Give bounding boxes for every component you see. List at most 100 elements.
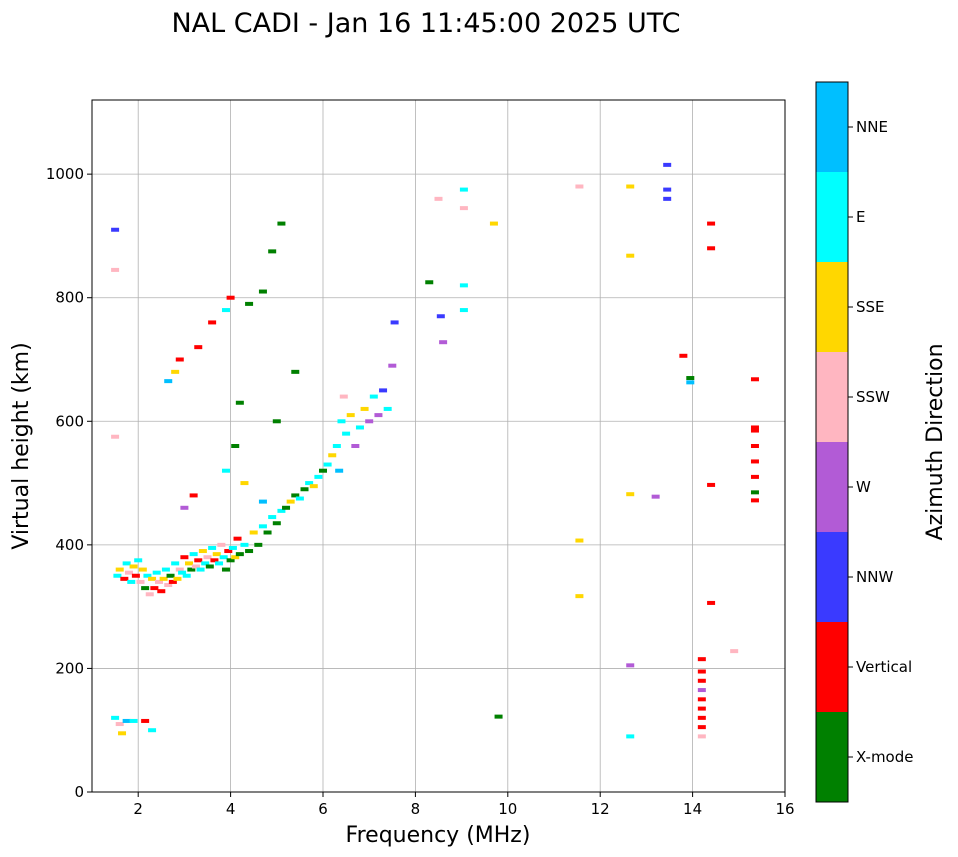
data-point [134, 558, 143, 563]
data-point [221, 308, 230, 313]
data-point [182, 573, 191, 578]
data-point [459, 206, 468, 211]
data-point [180, 555, 189, 560]
data-point [750, 474, 759, 479]
data-point [459, 283, 468, 288]
data-point [439, 340, 448, 345]
data-point [337, 419, 346, 424]
x-tick-label: 8 [411, 800, 421, 818]
data-point [697, 697, 706, 702]
data-point [226, 558, 235, 563]
data-point [221, 567, 230, 572]
data-point [258, 524, 267, 529]
data-point [245, 549, 254, 554]
data-point [663, 187, 672, 192]
plot-area [92, 100, 785, 792]
y-tick-label: 800 [55, 289, 84, 307]
data-point [187, 567, 196, 572]
data-point [707, 482, 716, 487]
data-point [166, 573, 175, 578]
data-point [388, 363, 397, 368]
data-point [268, 249, 277, 254]
data-point [164, 379, 173, 384]
data-point [626, 184, 635, 189]
data-point [459, 308, 468, 313]
data-point [750, 490, 759, 495]
colorbar-label-item: Vertical [856, 658, 912, 676]
data-point [575, 184, 584, 189]
data-point [224, 549, 233, 554]
data-point [300, 487, 309, 492]
data-point [286, 499, 295, 504]
data-point [707, 600, 716, 605]
colorbar-frame [815, 81, 849, 803]
colorbar-label-item: W [856, 478, 871, 496]
data-point [425, 280, 434, 285]
y-axis-ticks: 0 200 400 600 800 1000 [46, 165, 92, 801]
data-point [185, 561, 194, 566]
data-point [240, 481, 249, 486]
colorbar-label-item: E [856, 208, 865, 226]
colorbar-swatch [816, 532, 848, 622]
data-point [219, 555, 228, 560]
data-point [111, 227, 120, 232]
y-tick-label: 600 [55, 412, 84, 430]
data-point [196, 567, 205, 572]
data-point [268, 515, 277, 520]
data-point [258, 499, 267, 504]
data-point [175, 567, 184, 572]
data-point [309, 484, 318, 489]
data-point [697, 657, 706, 662]
data-point [305, 481, 314, 486]
data-point [328, 453, 337, 458]
data-point [228, 545, 237, 550]
data-point [730, 649, 739, 654]
data-point [335, 468, 344, 473]
chart-title: NAL CADI - Jan 16 11:45:00 2025 UTC [171, 8, 680, 39]
data-point [332, 444, 341, 448]
data-point [113, 573, 122, 578]
colorbar-swatch [816, 172, 848, 262]
data-point [171, 369, 180, 374]
data-point [390, 320, 399, 325]
colorbar-label-item: X-mode [856, 748, 913, 766]
colorbar: X-mode Vertical NNW W SSW SSE E NNE [815, 81, 913, 803]
data-point [138, 567, 147, 572]
data-point [129, 564, 138, 569]
x-axis-ticks: 2 4 6 8 10 12 14 16 [133, 792, 795, 818]
colorbar-label: Azimuth Direction [923, 343, 948, 540]
data-point [707, 221, 716, 226]
data-point [626, 734, 635, 739]
x-tick-label: 2 [133, 800, 143, 818]
y-axis-label: Virtual height (km) [9, 342, 34, 549]
data-point [282, 505, 291, 510]
data-point [750, 428, 759, 433]
data-point [122, 561, 131, 566]
data-point [115, 567, 124, 572]
data-point [124, 570, 133, 575]
data-point [111, 715, 120, 720]
data-point [686, 376, 695, 381]
data-point [383, 406, 392, 411]
data-point [254, 542, 263, 547]
data-point [221, 468, 230, 473]
data-point [205, 564, 214, 569]
data-point [173, 576, 182, 581]
data-point [245, 301, 254, 306]
colorbar-label-item: SSW [856, 388, 890, 406]
data-point [365, 419, 374, 424]
data-point [171, 561, 180, 566]
data-point [127, 579, 136, 584]
data-point [189, 493, 198, 498]
data-point [291, 493, 300, 498]
data-point [434, 196, 443, 201]
data-point [697, 715, 706, 720]
data-point [111, 434, 120, 439]
data-point [148, 728, 157, 733]
x-tick-label: 16 [775, 800, 794, 818]
data-point [697, 678, 706, 683]
data-point [679, 353, 688, 358]
data-point [178, 570, 187, 575]
data-point [272, 521, 281, 526]
data-point [750, 425, 759, 430]
